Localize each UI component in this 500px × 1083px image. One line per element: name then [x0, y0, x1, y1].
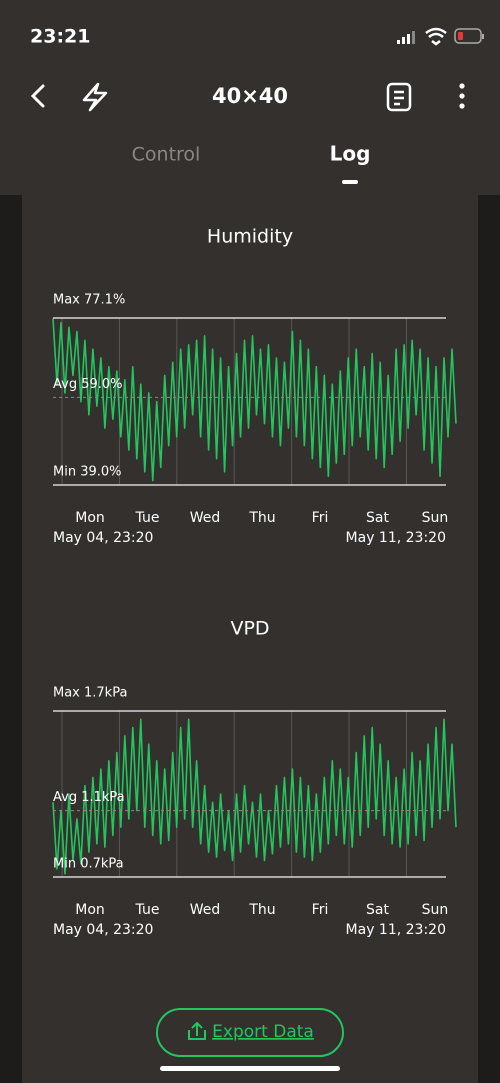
x-tick-label: Fri	[312, 902, 329, 918]
x-tick-label: Tue	[135, 902, 160, 918]
x-tick-label: Sun	[422, 902, 449, 918]
content-panel	[22, 195, 478, 1083]
x-start-label: May 04, 23:20	[53, 530, 153, 546]
y-tick-label: Max 77.1%	[53, 293, 125, 308]
wifi-icon	[425, 27, 447, 46]
lightning-button[interactable]	[82, 82, 108, 112]
y-tick-label: Avg 59.0%	[53, 377, 123, 392]
x-start-label: May 04, 23:20	[53, 922, 153, 938]
x-tick-label: Wed	[190, 902, 221, 918]
export-icon	[188, 1021, 206, 1040]
x-tick-label: Fri	[312, 510, 329, 526]
data-line	[52, 318, 457, 482]
data-line	[52, 718, 457, 875]
home-indicator	[160, 1066, 340, 1071]
chart-title: VPD	[230, 618, 269, 640]
x-tick-label: Wed	[190, 510, 221, 526]
x-tick-label: Sat	[366, 902, 389, 918]
x-tick-label: Thu	[248, 510, 275, 526]
x-tick-label: Sun	[422, 510, 449, 526]
x-tick-label: Sat	[366, 510, 389, 526]
x-end-label: May 11, 23:20	[346, 530, 446, 546]
x-end-label: May 11, 23:20	[346, 922, 446, 938]
y-tick-label: Max 1.7kPa	[53, 686, 127, 701]
back-button[interactable]	[30, 84, 45, 108]
status-time: 23:21	[30, 26, 90, 48]
x-tick-label: Mon	[75, 902, 105, 918]
tab-control[interactable]: Control	[132, 144, 201, 166]
y-tick-label: Min 0.7kPa	[53, 857, 124, 872]
more-button[interactable]	[459, 83, 465, 109]
y-tick-label: Avg 1.1kPa	[53, 790, 125, 805]
x-tick-label: Tue	[135, 510, 160, 526]
tab-indicator	[342, 180, 358, 184]
report-button[interactable]	[386, 82, 412, 112]
signal-icon	[397, 31, 415, 44]
header-bg	[0, 0, 500, 195]
y-tick-label: Min 39.0%	[53, 465, 122, 480]
chart-title: Humidity	[207, 226, 293, 248]
x-tick-label: Thu	[248, 902, 275, 918]
x-tick-label: Mon	[75, 510, 105, 526]
header-title: 40×40	[212, 84, 288, 108]
export-label[interactable]: Export Data	[212, 1022, 314, 1042]
battery-icon	[454, 28, 484, 44]
tab-log[interactable]: Log	[330, 142, 371, 166]
export-button[interactable]	[156, 1008, 344, 1057]
